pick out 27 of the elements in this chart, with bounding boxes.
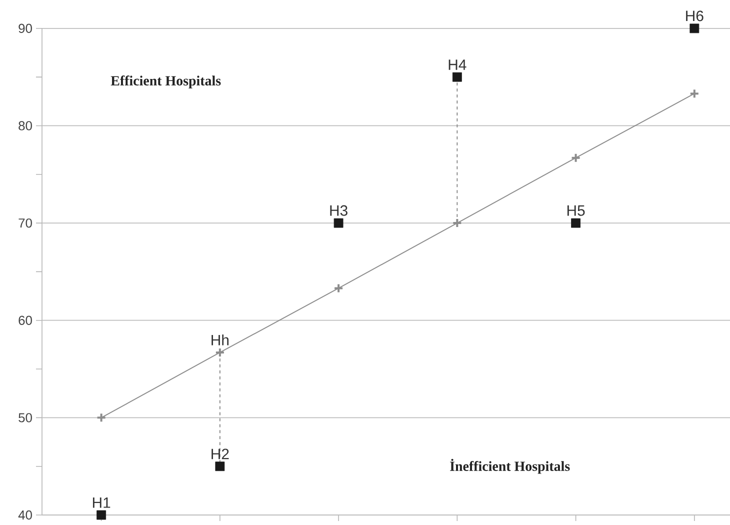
point bbox=[96, 510, 106, 520]
point bbox=[452, 72, 462, 82]
point bbox=[571, 218, 580, 228]
data-label: H6 bbox=[686, 10, 704, 22]
point bbox=[96, 412, 106, 423]
y-tick-label: 70 bbox=[18, 218, 32, 228]
data-label: H4 bbox=[448, 60, 466, 70]
data-label: H1 bbox=[92, 498, 110, 508]
annotation: Efficient Hospitals bbox=[110, 76, 221, 88]
data-label: H2 bbox=[212, 448, 229, 460]
point bbox=[334, 218, 344, 228]
y-tick-label: 40 bbox=[18, 510, 32, 520]
point bbox=[214, 347, 225, 358]
data-label: H3 bbox=[330, 205, 348, 216]
y-tick-label: 60 bbox=[18, 316, 32, 325]
data-label: Hh bbox=[212, 334, 229, 346]
annotation: İnefficient Hospitals bbox=[450, 458, 570, 474]
y-tick-label: 90 bbox=[18, 24, 32, 33]
data-label: H5 bbox=[567, 205, 585, 216]
point bbox=[689, 88, 700, 99]
point bbox=[334, 283, 344, 294]
y-tick-label: 80 bbox=[18, 121, 32, 130]
point bbox=[452, 218, 462, 228]
point bbox=[215, 462, 225, 472]
point bbox=[690, 24, 700, 34]
point bbox=[570, 152, 581, 163]
y-tick-label: 50 bbox=[18, 413, 32, 422]
